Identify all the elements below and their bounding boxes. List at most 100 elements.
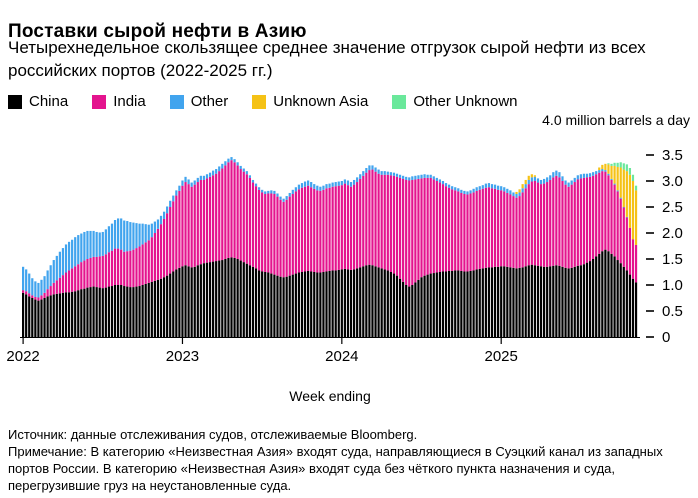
bar-segment	[585, 177, 589, 263]
bar-segment	[343, 179, 346, 184]
bar-segment	[576, 265, 579, 337]
bar-segment	[22, 292, 25, 337]
bar-segment	[613, 256, 616, 337]
bar-segment	[181, 266, 184, 337]
bar-segment	[172, 271, 175, 337]
bar-segment	[319, 272, 322, 337]
bar-segment	[359, 267, 362, 337]
bar-segment	[184, 265, 187, 337]
bar-segment	[254, 186, 258, 269]
bar-segment	[389, 272, 392, 337]
bar-segment	[107, 286, 111, 337]
bar-segment	[359, 178, 362, 268]
chart-footer: Источник: данные отслеживания судов, отс…	[8, 427, 692, 495]
bar-segment	[343, 268, 346, 337]
bar-segment	[417, 279, 420, 337]
bar-segment	[533, 265, 537, 337]
bar-segment	[257, 189, 261, 271]
bar-segment	[181, 185, 184, 267]
bar-segment	[49, 295, 52, 337]
bar-segment	[616, 190, 619, 192]
bar-segment	[175, 190, 178, 196]
bar-segment	[558, 177, 561, 266]
bar-segment	[71, 239, 74, 269]
bar-segment	[25, 294, 28, 337]
bar-segment	[368, 170, 371, 265]
bar-segment	[43, 292, 46, 298]
bar-segment	[435, 177, 438, 181]
bar-segment	[567, 268, 570, 337]
chart-legend: China India Other Unknown Asia Other Unk…	[8, 93, 518, 110]
bar-segment	[524, 179, 527, 185]
bar-segment	[233, 159, 236, 163]
bar-segment	[506, 192, 509, 267]
bar-segment	[25, 269, 28, 292]
bar-segment	[438, 179, 442, 183]
bar-segment	[564, 267, 567, 337]
bar-segment	[144, 283, 147, 337]
bar-segment	[190, 186, 193, 268]
bar-segment	[573, 182, 576, 267]
bar-segment	[291, 194, 294, 275]
note-text: Примечание: В категорию «Неизвестная Ази…	[8, 443, 663, 493]
bar-segment	[31, 295, 34, 298]
bar-segment	[622, 207, 625, 208]
bar-segment	[365, 172, 368, 266]
bar-segment	[460, 192, 463, 271]
bar-segment	[202, 179, 206, 264]
bar-segment	[356, 182, 359, 269]
bar-segment	[40, 279, 43, 296]
bar-segment	[248, 175, 251, 178]
bar-segment	[634, 185, 638, 191]
bar-segment	[374, 171, 377, 267]
bar-segment	[451, 186, 454, 190]
bar-segment	[337, 181, 340, 186]
bar-segment	[95, 231, 98, 257]
bar-segment	[595, 171, 598, 175]
bar-segment	[607, 164, 610, 174]
bar-segment	[601, 251, 604, 337]
bar-segment	[356, 177, 359, 183]
bar-segment	[144, 224, 147, 243]
bar-segment	[405, 179, 408, 285]
bar-segment	[426, 174, 429, 178]
bar-segment	[481, 188, 484, 269]
bar-segment	[61, 292, 65, 337]
bar-segment	[420, 277, 423, 337]
bar-segment	[478, 186, 481, 190]
bar-segment	[604, 170, 607, 172]
bar-segment	[377, 173, 380, 268]
bar-segment	[383, 174, 386, 270]
bar-segment	[285, 276, 288, 337]
legend-swatch-other-unknown-icon	[392, 94, 407, 109]
bar-segment	[77, 264, 80, 291]
bar-segment	[230, 157, 233, 161]
bar-segment	[242, 171, 245, 263]
bar-segment	[469, 193, 472, 271]
bar-segment	[481, 185, 484, 189]
bar-segment	[622, 163, 625, 170]
bar-segment	[613, 184, 616, 257]
bar-segment	[487, 187, 491, 268]
bar-segment	[346, 269, 350, 337]
bar-segment	[539, 179, 543, 185]
bar-segment	[22, 290, 25, 293]
source-text: Источник: данные отслеживания судов, отс…	[8, 427, 418, 442]
bar-segment	[31, 298, 34, 337]
y-tick-label: 2.5	[662, 199, 683, 216]
bar-segment	[487, 267, 491, 337]
bar-segment	[622, 169, 625, 207]
bar-segment	[539, 184, 543, 267]
bar-segment	[166, 213, 169, 276]
bar-segment	[316, 185, 319, 191]
bar-segment	[178, 185, 181, 191]
bar-segment	[616, 162, 619, 167]
bar-segment	[279, 199, 282, 277]
bar-segment	[377, 267, 380, 337]
bar-segment	[74, 291, 77, 337]
bar-segment	[576, 175, 579, 180]
bar-segment	[285, 199, 288, 277]
x-tick-label: 2023	[166, 348, 199, 365]
bar-segment	[264, 191, 267, 194]
bar-segment	[227, 158, 230, 163]
